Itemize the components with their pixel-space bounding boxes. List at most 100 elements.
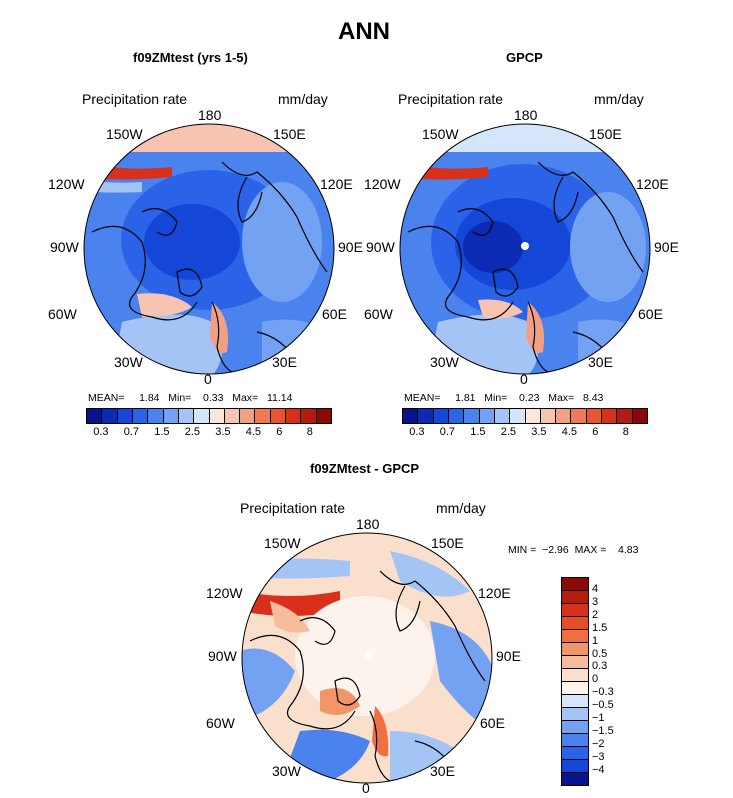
polar-map-obs <box>399 123 651 375</box>
colorbar-swatch <box>562 578 588 591</box>
lon-label-0: 0 <box>520 371 528 387</box>
colorbar-ticks-diff: 4 3 2 1.5 1 0.5 0.3 0 −0.3 −0.5 −1 −1.5 −2 −3 −4 <box>592 577 652 787</box>
lon-label-180: 180 <box>514 107 538 123</box>
lon-label-150e: 150E <box>273 126 306 142</box>
colorbar-swatch <box>562 669 588 682</box>
colorbar-swatch <box>562 773 588 785</box>
colorbar-swatch <box>240 409 256 423</box>
colorbar-swatch <box>194 409 210 423</box>
max-value: 4.83 <box>618 544 639 556</box>
colorbar-swatch <box>117 409 133 423</box>
var-label-obs: Precipitation rate <box>398 91 504 107</box>
lon-label-90e: 90E <box>496 648 521 664</box>
max-value: 11.14 <box>266 392 293 404</box>
colorbar-swatch <box>586 409 603 423</box>
colorbar-swatch <box>540 409 557 423</box>
colorbar-tick-label: 0.5 <box>592 647 608 660</box>
min-label: Min= <box>484 392 508 404</box>
lon-label-120w: 120W <box>364 176 401 192</box>
colorbar-swatch <box>148 409 164 423</box>
min-label: Min= <box>168 392 192 404</box>
main-title: ANN <box>338 18 390 45</box>
lon-label-60e: 60E <box>638 306 663 322</box>
mean-value: 1.81 <box>455 392 476 404</box>
colorbar-tick-label: 3.5 <box>531 426 547 438</box>
colorbar-swatch <box>562 617 588 630</box>
colorbar-swatch <box>132 409 149 423</box>
colorbar-tick-label: −4 <box>592 763 605 776</box>
lon-label-150e: 150E <box>589 126 622 142</box>
colorbar-swatch <box>562 591 588 604</box>
lon-label-120w: 120W <box>48 176 85 192</box>
colorbar-tick-label: 6 <box>592 426 599 438</box>
colorbar-swatch <box>316 409 331 423</box>
colorbar-swatch <box>632 409 647 423</box>
max-label: Max= <box>232 392 259 404</box>
var-label-model: Precipitation rate <box>82 91 188 107</box>
colorbar-swatch <box>562 721 588 734</box>
colorbar-swatch <box>464 409 480 423</box>
lon-label-180: 180 <box>198 107 222 123</box>
colorbar-swatch <box>494 409 511 423</box>
colorbar-tick-label: −1.5 <box>592 724 614 737</box>
colorbar-tick-label: 1.5 <box>592 621 608 634</box>
panel-title-obs: GPCP <box>506 50 543 65</box>
colorbar-tick-label: 8 <box>622 426 629 438</box>
colorbar-swatch <box>178 409 195 423</box>
lon-label-30w: 30W <box>272 763 301 779</box>
colorbar-tick-label: 0.7 <box>123 426 140 438</box>
colorbar-swatch <box>418 409 434 423</box>
colorbar-swatch <box>510 409 526 423</box>
panel-title-diff: f09ZMtest - GPCP <box>310 461 420 476</box>
colorbar-swatch <box>562 682 588 695</box>
lon-label-30e: 30E <box>588 354 613 370</box>
max-value: 8.43 <box>582 392 604 404</box>
colorbar-tick-label: 0.3 <box>93 426 109 438</box>
min-value: −2.96 <box>542 544 569 556</box>
units-label-diff: mm/day <box>436 500 486 516</box>
colorbar-tick-label: 1 <box>592 634 599 647</box>
lon-label-90w: 90W <box>366 239 395 255</box>
colorbar-swatch <box>562 747 588 760</box>
lon-label-0: 0 <box>204 371 212 387</box>
colorbar-swatch <box>617 409 633 423</box>
colorbar-swatch <box>562 695 588 708</box>
lon-label-60e: 60E <box>480 715 505 731</box>
colorbar-tick-label: 8 <box>306 426 313 438</box>
colorbar-tick-label: 0 <box>592 673 599 686</box>
colorbar-tick-label: −1 <box>592 712 605 724</box>
colorbar-tick-label: 3 <box>592 595 599 608</box>
lon-label-0: 0 <box>362 780 370 796</box>
colorbar-swatch <box>255 409 271 423</box>
lon-label-120e: 120E <box>636 176 669 192</box>
colorbar-tick-label: −0.5 <box>592 699 614 712</box>
colorbar-swatch <box>224 409 241 423</box>
stats-diff: MIN = −2.96 MAX = 4.83 <box>508 544 638 556</box>
colorbar-swatch <box>562 760 588 773</box>
colorbar-tick-label: 1.5 <box>470 426 486 438</box>
polar-map-diff <box>241 532 493 784</box>
colorbar-tick-label: 4 <box>592 583 599 595</box>
colorbar-swatch <box>102 409 118 423</box>
lon-label-150w: 150W <box>264 535 301 551</box>
colorbar-ticks-model: 0.3 0.7 1.5 2.5 3.5 4.5 6 8 <box>86 426 330 440</box>
colorbar-tick-label: 0.3 <box>592 660 608 673</box>
colorbar-swatch <box>479 409 495 423</box>
lon-label-90e: 90E <box>338 239 363 255</box>
lon-label-180: 180 <box>356 516 380 532</box>
colorbar-swatch <box>562 630 588 643</box>
colorbar-swatch <box>87 409 103 423</box>
colorbar-tick-label: −3 <box>592 750 605 763</box>
lon-label-90e: 90E <box>654 239 679 255</box>
colorbar-swatch <box>571 409 587 423</box>
lon-label-60w: 60W <box>206 715 235 731</box>
colorbar-swatch <box>562 643 588 656</box>
lon-label-30w: 30W <box>430 354 459 370</box>
stats-obs: MEAN= 1.81 Min= 0.23 Max= 8.43 <box>404 392 603 404</box>
colorbar-obs <box>402 408 648 424</box>
colorbar-tick-label: 1.5 <box>154 426 170 438</box>
min-value: 0.33 <box>203 392 224 404</box>
colorbar-swatch <box>286 409 302 423</box>
colorbar-tick-label: 6 <box>276 426 283 438</box>
lon-label-60e: 60E <box>322 306 347 322</box>
